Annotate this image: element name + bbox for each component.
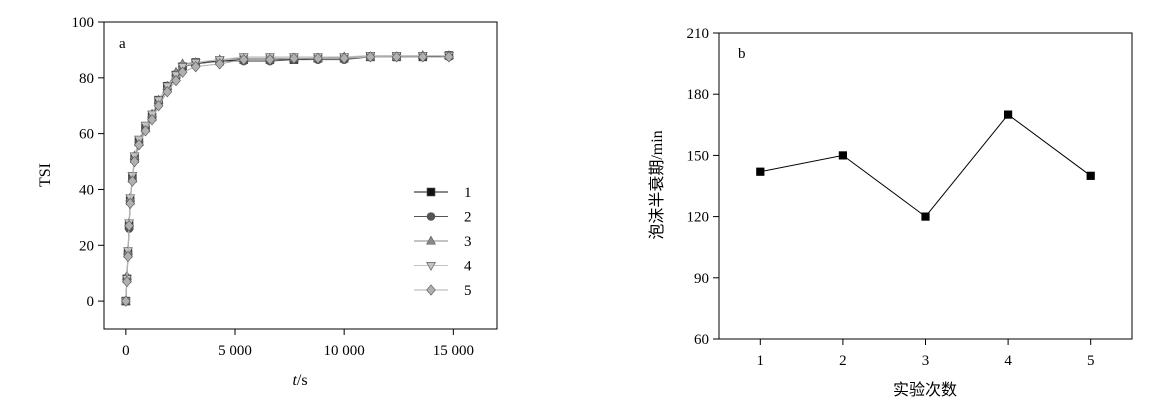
data-point <box>177 66 188 78</box>
x-tick-label: 10 000 <box>324 343 365 359</box>
y-tick-label: 40 <box>79 182 94 198</box>
panel-a-y-ticks: 0 20 40 60 80 100 <box>72 15 104 310</box>
y-tick-label: 210 <box>687 26 710 42</box>
data-point <box>121 295 131 307</box>
legend-marker-4 <box>426 261 436 271</box>
x-tick-label: 4 <box>1004 353 1012 369</box>
panel-b-plot-frame <box>718 32 1133 340</box>
data-point <box>1086 171 1095 180</box>
legend-marker-2 <box>426 212 436 221</box>
data-point <box>289 52 299 64</box>
panel-a-x-axis-var: t <box>292 372 297 389</box>
legend-label-4: 4 <box>464 259 472 275</box>
legend-label-3: 3 <box>464 234 472 250</box>
data-point <box>190 60 201 73</box>
x-tick-label: 5 000 <box>218 343 252 359</box>
panel-a-x-ticks: 0 5 000 10 000 15 000 <box>122 329 474 359</box>
y-tick-label: 0 <box>87 294 95 310</box>
y-tick-label: 90 <box>694 271 709 287</box>
panel-b: b 1 2 3 4 5 60 90 120 150 180 210 实验次数 泡沫半衰期/min <box>648 26 1133 399</box>
y-tick-label: 80 <box>79 71 94 87</box>
data-point <box>140 125 151 137</box>
data-point <box>171 74 181 87</box>
panel-a-x-axis-title: t/s <box>292 372 307 389</box>
data-point <box>339 52 349 64</box>
panel-a-plot-frame <box>103 21 498 330</box>
data-point <box>756 167 765 176</box>
data-point <box>125 197 135 210</box>
data-point <box>122 275 132 288</box>
legend-marker-5 <box>426 284 436 296</box>
series-line-2 <box>125 56 449 302</box>
panel-a: a 0 5 000 10 000 15 000 0 20 40 60 80 100 1 2 3 4 5 … <box>37 15 498 389</box>
x-tick-label: 2 <box>839 353 847 369</box>
data-point <box>134 139 144 151</box>
panel-b-x-ticks: 1 2 3 4 5 <box>757 339 1095 369</box>
legend-marker-3 <box>426 235 436 245</box>
y-tick-label: 100 <box>72 15 95 31</box>
series-line-5 <box>125 56 449 302</box>
panel-b-series-group <box>756 110 1095 221</box>
legend-label-2: 2 <box>464 210 472 226</box>
data-point <box>417 51 428 63</box>
data-point <box>921 212 930 221</box>
data-point <box>153 100 164 112</box>
panel-a-y-axis-title: TSI <box>37 163 54 187</box>
panel-a-legend: 1 2 3 4 5 <box>414 185 472 299</box>
data-point <box>123 250 133 263</box>
x-tick-label: 1 <box>757 353 765 369</box>
panel-b-letter: b <box>738 46 746 62</box>
data-point <box>147 114 157 126</box>
data-point <box>127 175 138 187</box>
data-point <box>391 51 402 63</box>
series-line-4 <box>125 54 449 302</box>
data-point <box>129 155 140 168</box>
x-tick-label: 5 <box>1087 353 1095 369</box>
panel-b-y-axis-title: 泡沫半衰期/min <box>648 130 666 239</box>
data-point <box>1003 110 1013 119</box>
x-tick-label: 3 <box>922 353 930 369</box>
series-line-1 <box>125 54 449 302</box>
panel-a-letter: a <box>119 36 126 52</box>
y-tick-label: 20 <box>79 238 94 254</box>
data-point <box>214 58 225 70</box>
y-tick-label: 60 <box>694 332 709 348</box>
panel-b-x-axis-title: 实验次数 <box>893 381 957 399</box>
data-point <box>162 86 173 98</box>
data-point <box>124 220 134 232</box>
x-tick-label: 0 <box>122 343 130 359</box>
series-line-1 <box>760 113 1091 218</box>
legend-label-1: 1 <box>464 185 472 201</box>
data-point <box>444 51 454 63</box>
y-tick-label: 120 <box>687 210 710 226</box>
data-point <box>365 51 376 63</box>
legend-label-5: 5 <box>464 283 472 299</box>
y-tick-label: 180 <box>687 87 710 103</box>
y-tick-label: 60 <box>79 127 94 143</box>
panel-b-y-ticks: 60 90 120 150 180 210 <box>687 26 719 348</box>
data-point <box>838 151 847 160</box>
panel-a-x-axis-unit: /s <box>297 372 308 389</box>
panel-a-series-group <box>120 50 454 307</box>
data-point <box>265 54 275 66</box>
legend-marker-1 <box>426 187 436 197</box>
series-line-3 <box>125 54 449 302</box>
y-tick-label: 150 <box>687 148 710 164</box>
data-point <box>313 52 323 64</box>
data-point <box>238 54 249 66</box>
x-tick-label: 15 000 <box>433 343 474 359</box>
